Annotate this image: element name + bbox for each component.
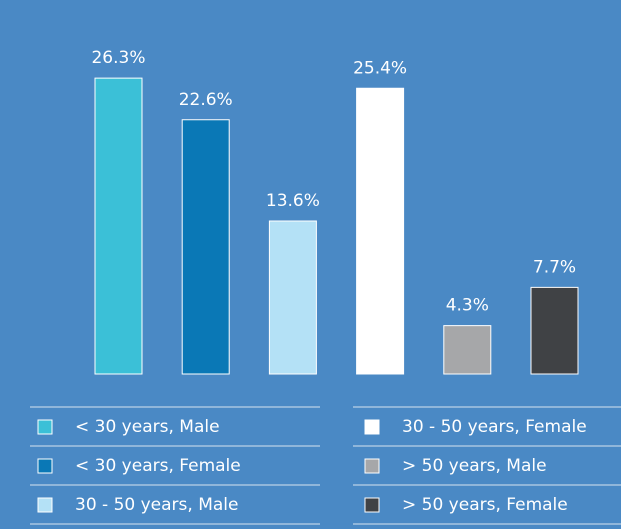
value-label: 26.3% [91, 48, 145, 68]
legend-label: 30 - 50 years, Female [402, 417, 587, 437]
bar [94, 77, 143, 375]
value-label: 7.7% [533, 257, 576, 277]
legend-swatch [37, 458, 53, 474]
legend-label: > 50 years, Female [402, 495, 568, 515]
value-label: 4.3% [446, 296, 489, 316]
legend-label: < 30 years, Female [75, 456, 241, 476]
bar [443, 325, 492, 375]
value-label: 13.6% [266, 191, 320, 211]
legend-label: 30 - 50 years, Male [75, 495, 238, 515]
bar [181, 119, 230, 375]
bar [356, 87, 405, 375]
value-label: 25.4% [353, 58, 407, 78]
legend-label: > 50 years, Male [402, 456, 547, 476]
legend-swatch [37, 497, 53, 513]
legend-swatch [364, 458, 380, 474]
legend-label: < 30 years, Male [75, 417, 220, 437]
legend-swatch [364, 419, 380, 435]
value-label: 22.6% [179, 90, 233, 110]
bar [530, 286, 579, 375]
legend-swatch [37, 419, 53, 435]
legend-swatch [364, 497, 380, 513]
bar [268, 220, 317, 375]
